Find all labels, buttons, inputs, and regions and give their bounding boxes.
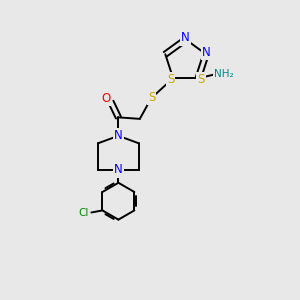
Text: S: S — [167, 73, 174, 86]
Text: NH₂: NH₂ — [214, 69, 234, 79]
Text: N: N — [181, 32, 189, 44]
Text: N: N — [202, 46, 211, 59]
Text: O: O — [101, 92, 110, 105]
Text: S: S — [148, 91, 155, 104]
Text: N: N — [114, 129, 123, 142]
Text: N: N — [114, 164, 123, 176]
Text: S: S — [197, 73, 205, 86]
Text: Cl: Cl — [79, 208, 89, 218]
